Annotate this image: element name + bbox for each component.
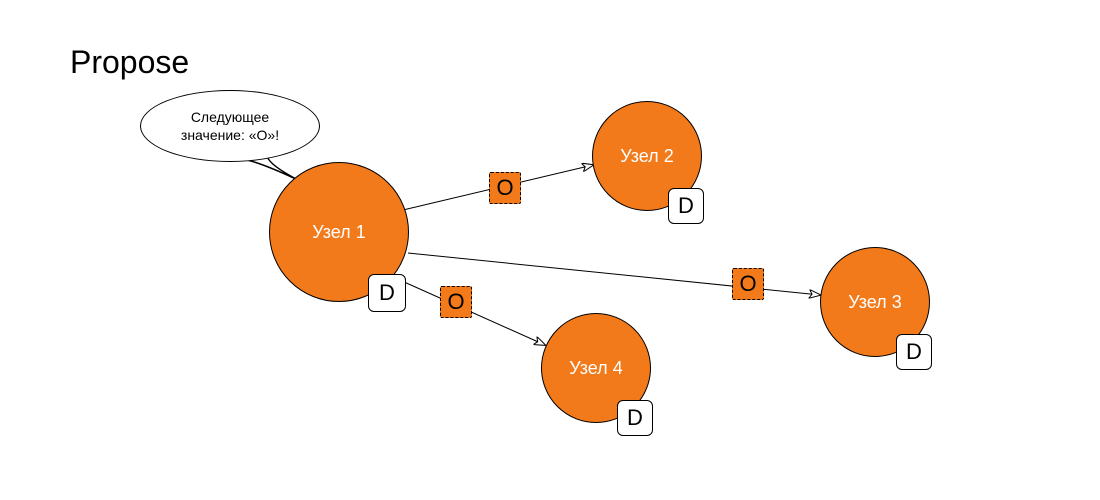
node-badge: D [368,274,406,312]
node-badge: D [896,334,932,370]
edge-message: O [440,286,472,318]
speech-bubble: Следующеезначение: «O»! [140,90,320,162]
edge-message: O [489,172,521,204]
speech-bubble-text: Следующеезначение: «O»! [181,108,279,144]
node-label: Узел 4 [569,358,622,379]
diagram-title: Propose [70,44,189,81]
node-badge: D [617,400,653,436]
node-label: Узел 3 [848,292,901,313]
edge-message: O [732,268,764,300]
node-label: Узел 1 [312,222,365,243]
node-label: Узел 2 [620,146,673,167]
node-badge: D [668,188,704,224]
diagram-canvas: Propose Узел 1 Узел 2 Узел 3 Узел 4 O O O D D D… [0,0,1100,500]
